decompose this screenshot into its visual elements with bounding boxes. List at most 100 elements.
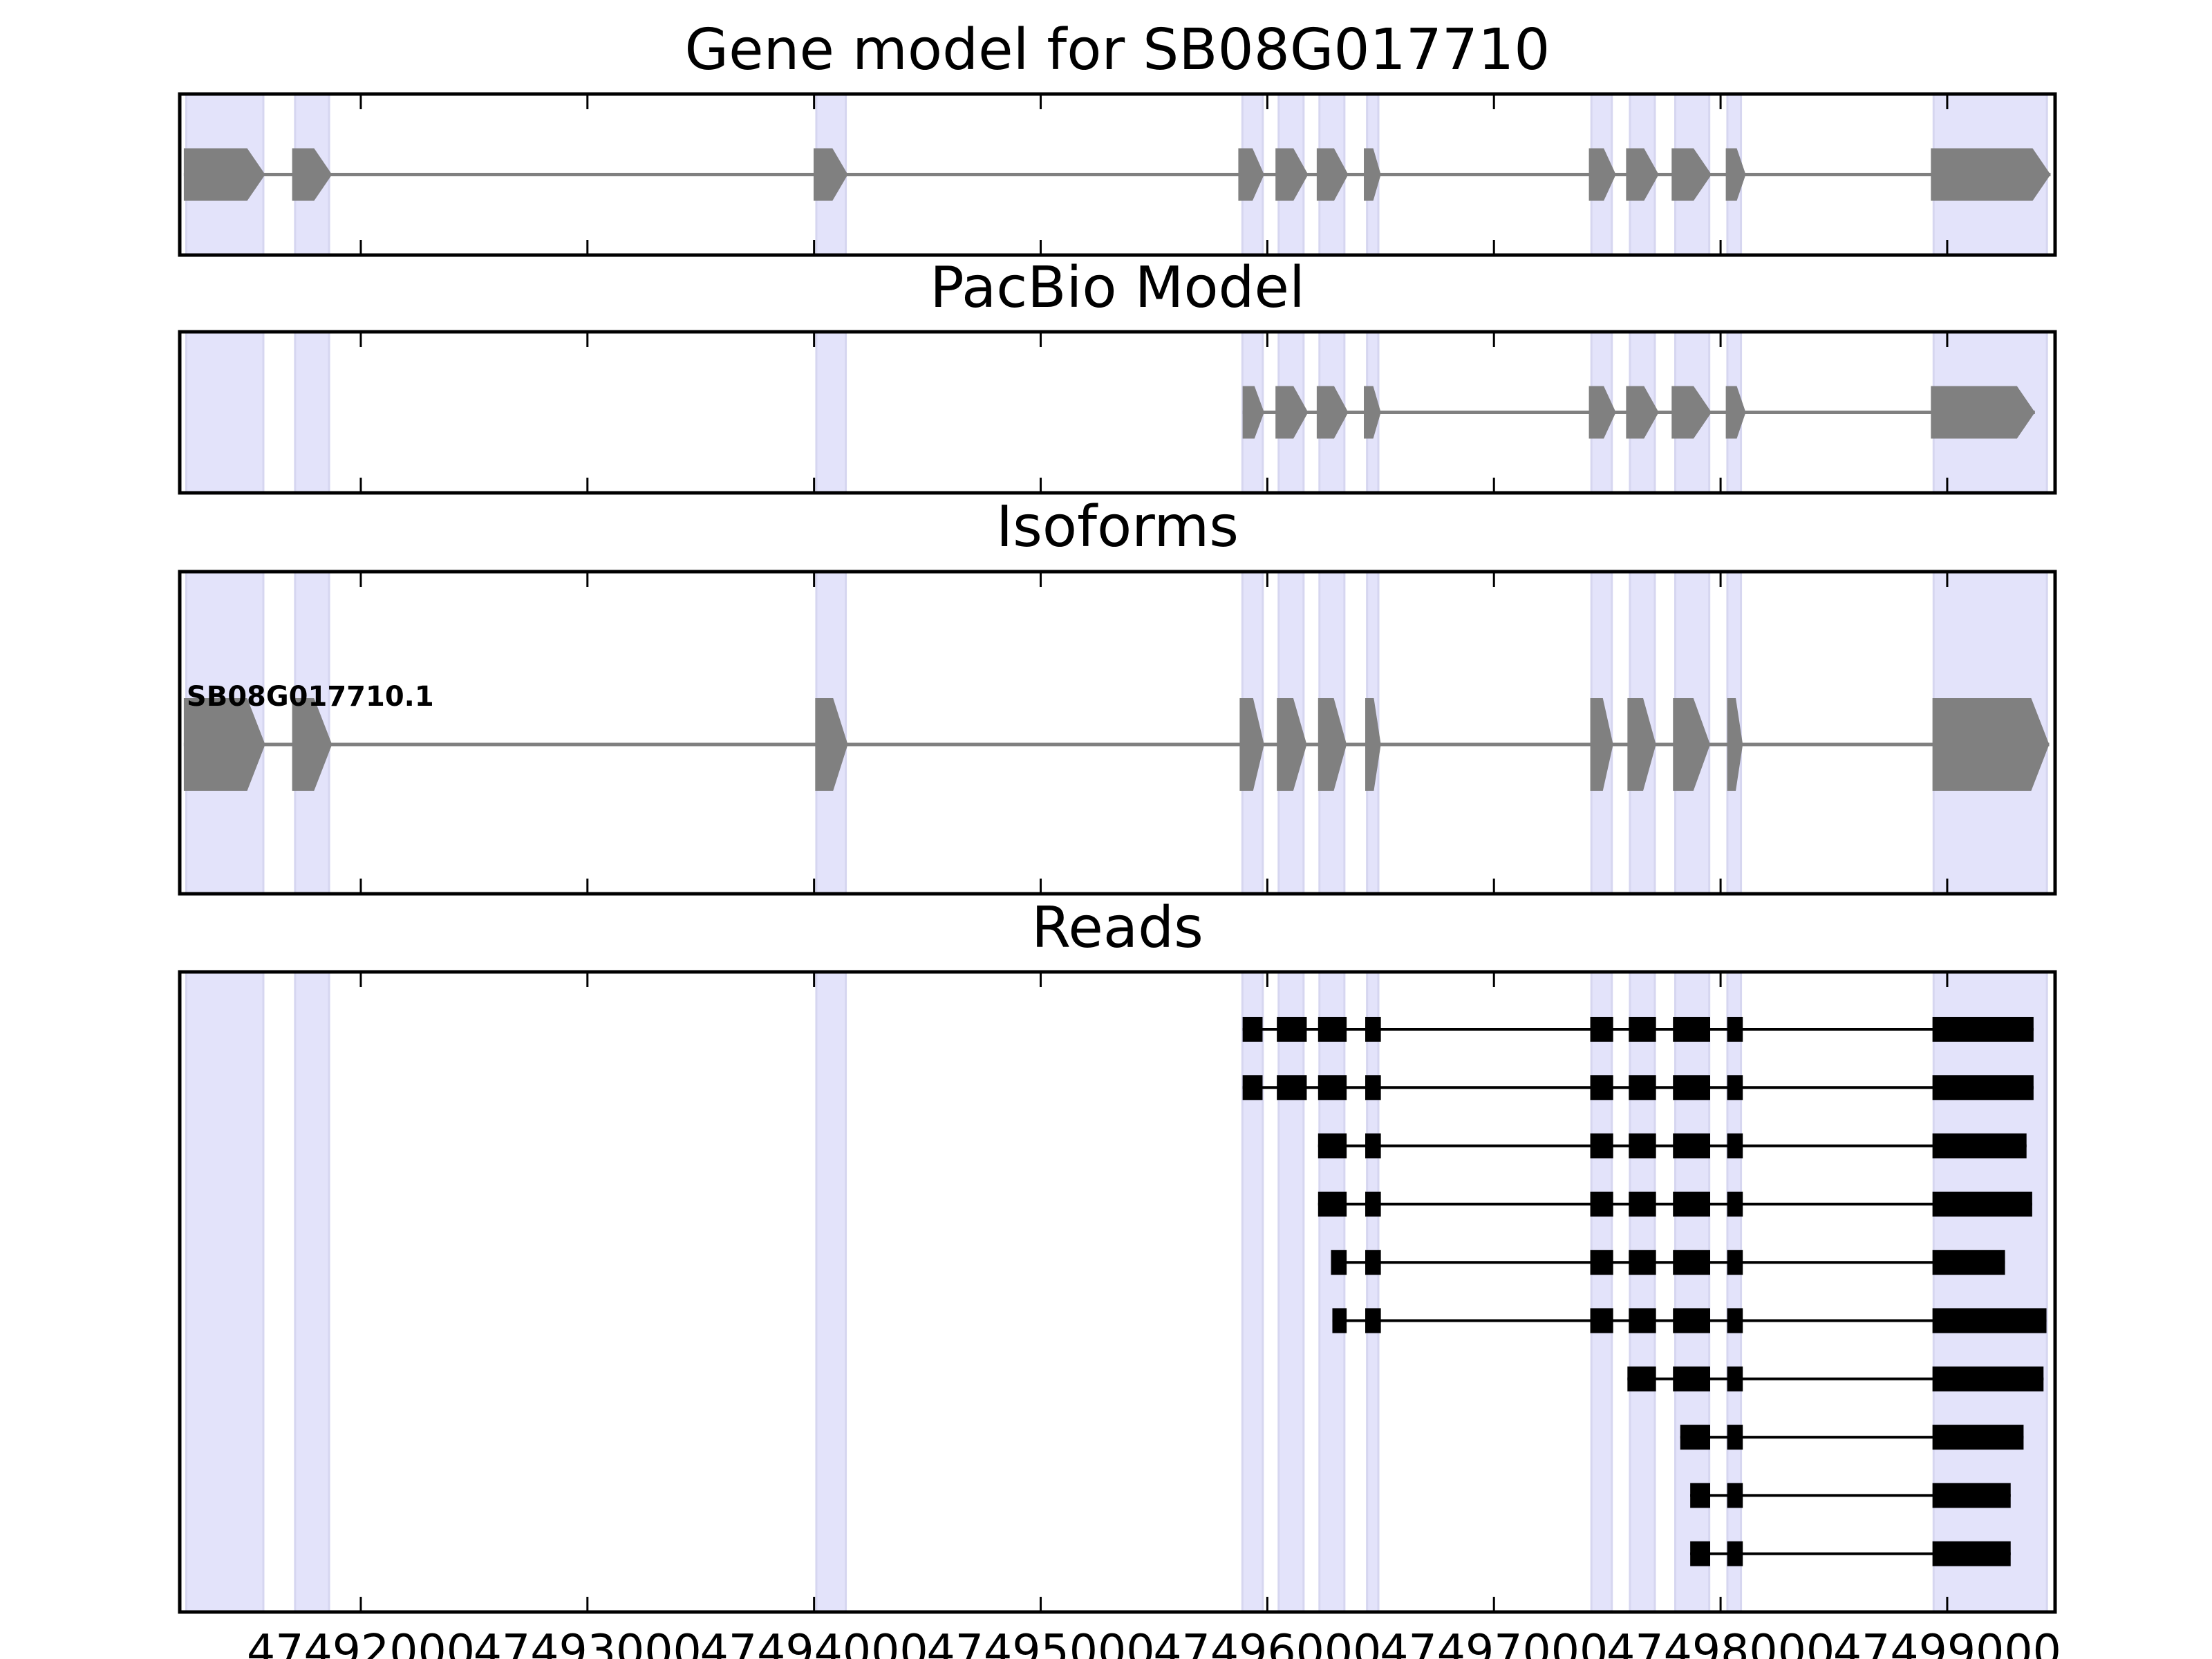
exon <box>1238 148 1264 201</box>
read-block <box>1727 1541 1743 1566</box>
read-block <box>1590 1191 1613 1217</box>
read <box>1318 1133 2027 1159</box>
exon <box>1239 698 1264 791</box>
read-block <box>1365 1250 1381 1275</box>
read-block <box>1932 1483 2011 1508</box>
read-block <box>1727 1075 1743 1100</box>
read-block <box>1932 1366 2044 1391</box>
shaded-region <box>294 971 330 1613</box>
read <box>1690 1483 2011 1508</box>
read-block <box>1242 1075 1263 1100</box>
x-tick-label: 47494000 <box>700 1626 928 1659</box>
shaded-region <box>1932 971 2048 1613</box>
shaded-region <box>815 971 847 1613</box>
isoform-label: SB08G017710.1 <box>187 681 434 713</box>
read-block <box>1629 1133 1656 1159</box>
shaded-region <box>1629 971 1656 1613</box>
shaded-region <box>815 330 847 494</box>
read-block <box>1365 1017 1381 1042</box>
read-block <box>1727 1483 1743 1508</box>
panel-frame <box>178 92 2057 257</box>
read-block <box>1727 1250 1743 1275</box>
read-block <box>1727 1191 1743 1217</box>
panel-title: Reads <box>1031 895 1203 961</box>
x-tick-label: 47492000 <box>247 1626 475 1659</box>
exon <box>1626 148 1659 201</box>
read-block <box>1727 1366 1743 1391</box>
read-block <box>1932 1541 2011 1566</box>
read-block <box>1673 1308 1711 1333</box>
shaded-region <box>1318 971 1346 1613</box>
read-block <box>1673 1366 1711 1391</box>
shaded-region <box>1674 971 1711 1613</box>
exon <box>1725 148 1746 201</box>
panel-frame <box>178 570 2057 896</box>
read <box>1242 1075 2034 1100</box>
read-block <box>1365 1075 1381 1100</box>
read-block <box>1932 1075 2034 1100</box>
read-block <box>1590 1133 1613 1159</box>
panel-model-0: Gene model for SB08G017710 <box>178 17 2057 257</box>
read-block <box>1673 1075 1711 1100</box>
read-block <box>1318 1191 1347 1217</box>
read-block <box>1365 1191 1381 1217</box>
read-block <box>1673 1250 1711 1275</box>
shaded-region <box>1277 971 1305 1613</box>
exon <box>1316 148 1349 201</box>
exon <box>1242 386 1264 439</box>
shaded-region <box>1241 971 1264 1613</box>
exon <box>1590 698 1613 791</box>
panel-model-1: PacBio Model <box>178 255 2057 495</box>
read-block <box>1690 1483 1711 1508</box>
exon <box>1275 148 1309 201</box>
read-block <box>1932 1191 2032 1217</box>
exon <box>292 148 332 201</box>
read-block <box>1590 1308 1613 1333</box>
exon <box>1725 386 1746 439</box>
exon <box>1626 386 1659 439</box>
read <box>1242 1017 2034 1042</box>
exon <box>292 698 332 791</box>
read-block <box>1932 1425 2024 1450</box>
shaded-region <box>1590 971 1613 1613</box>
read-block <box>1932 1250 2005 1275</box>
exon <box>1931 148 2051 201</box>
x-tick-label: 47498000 <box>1606 1626 1835 1659</box>
x-tick-label: 47496000 <box>1153 1626 1381 1659</box>
read <box>1627 1366 2044 1391</box>
read-block <box>1680 1425 1711 1450</box>
read-block <box>1727 1308 1743 1333</box>
x-tick-label: 47499000 <box>1833 1626 2061 1659</box>
panel-title: PacBio Model <box>930 255 1305 321</box>
exon <box>1318 698 1347 791</box>
read-block <box>1932 1133 2027 1159</box>
read-block <box>1318 1075 1347 1100</box>
exon <box>1671 386 1712 439</box>
exon <box>1932 698 2050 791</box>
panel-reads-3: Reads <box>178 895 2057 1614</box>
shaded-region <box>294 330 330 494</box>
panel-title: Gene model for SB08G017710 <box>685 17 1550 83</box>
read-block <box>1673 1133 1711 1159</box>
exon <box>1277 698 1307 791</box>
exon <box>1364 148 1381 201</box>
read-block <box>1318 1017 1347 1042</box>
panel-isoform-2: Isoforms SB08G017710.1 <box>178 494 2057 896</box>
read-block <box>1629 1308 1656 1333</box>
read-block <box>1332 1308 1347 1333</box>
panel-frame <box>178 970 2057 1614</box>
shaded-region <box>185 330 265 494</box>
read-block <box>1627 1366 1656 1391</box>
panel-title: Isoforms <box>996 494 1239 560</box>
exon <box>183 148 265 201</box>
read-block <box>1590 1075 1613 1100</box>
exon <box>1364 386 1381 439</box>
read-block <box>1365 1308 1381 1333</box>
x-tick-label: 47495000 <box>927 1626 1155 1659</box>
read-block <box>1365 1133 1381 1159</box>
exon <box>183 698 265 791</box>
shaded-region <box>1726 971 1743 1613</box>
read-block <box>1727 1425 1743 1450</box>
exon <box>815 698 848 791</box>
